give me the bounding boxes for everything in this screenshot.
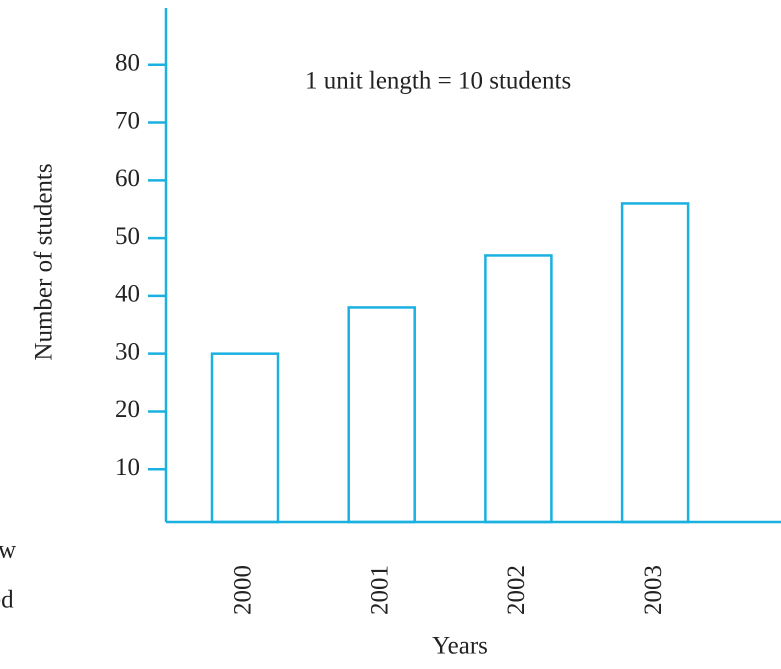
x-tick-label: 2000 <box>230 565 257 615</box>
y-tick-label: 50 <box>115 223 140 250</box>
y-tick-label: 30 <box>115 338 140 365</box>
bar <box>620 202 690 524</box>
x-tick-label: 2002 <box>503 565 530 615</box>
y-tick-label: 10 <box>115 454 140 481</box>
bar <box>484 254 553 524</box>
annotation: 1 unit length = 10 students <box>305 68 571 95</box>
x-axis-label: Years <box>432 633 488 660</box>
x-tick-label: 2001 <box>366 565 393 615</box>
y-tick-label: 60 <box>115 165 140 192</box>
bar <box>210 352 280 524</box>
y-axis-label: Number of students <box>31 163 58 360</box>
y-tick-label: 20 <box>115 396 140 423</box>
y-tick-label: 80 <box>115 50 140 77</box>
side-text: ed <box>0 587 14 614</box>
bar <box>347 306 416 524</box>
x-tick-label: 2003 <box>640 565 667 615</box>
y-tick-label: 70 <box>115 107 140 134</box>
side-text: w <box>0 537 16 564</box>
y-tick-label: 40 <box>115 281 140 308</box>
